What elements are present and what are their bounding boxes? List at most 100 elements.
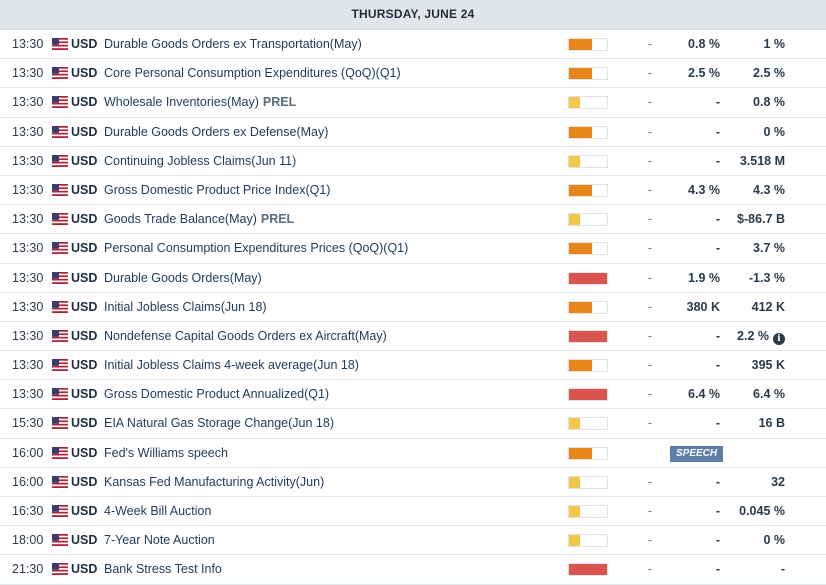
event-name: Durable Goods Orders ex Transportation(M… xyxy=(104,37,362,51)
us-flag-icon xyxy=(52,213,68,226)
event-time: 13:30 xyxy=(12,182,44,197)
event-previous: 3.7 % xyxy=(753,241,785,256)
event-consensus: 2.5 % xyxy=(688,66,720,81)
event-consensus: 0.8 % xyxy=(688,37,720,51)
prelim-tag: PREL xyxy=(260,212,295,227)
us-flag-icon xyxy=(52,534,68,547)
us-flag-icon xyxy=(52,388,68,401)
event-actual: - xyxy=(647,299,653,314)
event-row[interactable]: 13:30 USD Core Personal Consumption Expe… xyxy=(0,59,826,89)
event-actual: - xyxy=(647,533,653,548)
event-name: Initial Jobless Claims 4-week average(Ju… xyxy=(104,358,359,373)
event-row[interactable]: 13:30 USD Durable Goods Orders(May) - 1.… xyxy=(0,264,826,293)
event-time: 13:30 xyxy=(12,124,44,139)
event-previous: 412 K xyxy=(751,299,785,314)
event-row[interactable]: 16:00 USD Kansas Fed Manufacturing Activ… xyxy=(0,468,826,497)
event-name-link[interactable]: Bank Stress Test Info xyxy=(104,555,222,583)
info-icon[interactable]: i xyxy=(773,332,785,345)
event-previous: 395 K xyxy=(751,358,785,373)
event-consensus: - xyxy=(715,533,720,548)
event-row[interactable]: 13:30 USD Wholesale Inventories(May) PREL… xyxy=(0,88,826,118)
event-name-link[interactable]: Nondefense Capital Goods Orders ex Aircr… xyxy=(104,322,387,350)
event-previous: 0.8 % xyxy=(753,95,785,110)
event-name-link[interactable]: Initial Jobless Claims 4-week average(Ju… xyxy=(104,351,359,379)
event-name: Gross Domestic Product Annualized(Q1) xyxy=(104,387,330,402)
event-consensus: - xyxy=(715,241,720,256)
event-name-link[interactable]: Gross Domestic Product Price Index(Q1) xyxy=(104,176,330,204)
event-consensus: 6.4 % xyxy=(688,387,720,402)
event-actual: - xyxy=(647,37,653,51)
event-name-link[interactable]: 7-Year Note Auction xyxy=(104,526,215,554)
event-list: 13:30 USD Durable Goods Orders ex Transp… xyxy=(0,30,826,585)
event-consensus: - xyxy=(715,124,720,139)
event-row[interactable]: 13:30 USD Initial Jobless Claims(Jun 18)… xyxy=(0,293,826,322)
event-row[interactable]: 16:00 USD Fed's Williams speech SPEECH xyxy=(0,439,826,468)
us-flag-icon xyxy=(52,125,68,138)
event-name-link[interactable]: Goods Trade Balance(May) PREL xyxy=(104,205,294,233)
event-name-link[interactable]: Personal Consumption Expenditures Prices… xyxy=(104,234,408,262)
event-row[interactable]: 13:30 USD Gross Domestic Product Annuali… xyxy=(0,380,826,410)
impact-indicator xyxy=(568,534,608,548)
impact-fill xyxy=(569,155,581,167)
event-time: 16:00 xyxy=(12,474,44,489)
event-currency: USD xyxy=(71,212,98,227)
event-currency: USD xyxy=(71,474,98,489)
event-name-link[interactable]: 4-Week Bill Auction xyxy=(104,497,211,525)
us-flag-icon xyxy=(52,38,68,50)
event-row[interactable]: 15:30 USD EIA Natural Gas Storage Change… xyxy=(0,409,826,439)
event-actual: - xyxy=(647,124,653,139)
event-row[interactable]: 18:00 USD 7-Year Note Auction - - 0 % xyxy=(0,526,826,556)
event-name: Initial Jobless Claims(Jun 18) xyxy=(104,299,267,314)
event-consensus: - xyxy=(715,504,720,518)
event-row[interactable]: 13:30 USD Initial Jobless Claims 4-week … xyxy=(0,351,826,381)
event-name-link[interactable]: Continuing Jobless Claims(Jun 11) xyxy=(104,147,296,175)
event-name-link[interactable]: Durable Goods Orders(May) xyxy=(104,264,262,292)
event-row[interactable]: 16:30 USD 4-Week Bill Auction - - 0.045 … xyxy=(0,497,826,527)
event-name: Fed's Williams speech xyxy=(104,445,228,460)
event-name: Durable Goods Orders(May) xyxy=(104,270,262,285)
event-name-link[interactable]: Kansas Fed Manufacturing Activity(Jun) xyxy=(104,468,324,496)
event-name-link[interactable]: Core Personal Consumption Expenditures (… xyxy=(104,59,401,87)
event-currency: USD xyxy=(71,416,98,431)
event-time: 13:30 xyxy=(12,212,44,227)
event-row[interactable]: 13:30 USD Gross Domestic Product Price I… xyxy=(0,176,826,206)
us-flag-icon xyxy=(52,96,68,109)
us-flag-icon xyxy=(52,183,68,196)
event-row[interactable]: 13:30 USD Goods Trade Balance(May) PREL -… xyxy=(0,205,826,235)
event-row[interactable]: 13:30 USD Personal Consumption Expenditu… xyxy=(0,234,826,264)
event-name-link[interactable]: Fed's Williams speech xyxy=(104,439,228,467)
event-previous: 0 % xyxy=(763,533,785,548)
impact-fill xyxy=(569,418,581,430)
event-actual: - xyxy=(647,504,653,518)
event-row[interactable]: 13:30 USD Durable Goods Orders ex Defens… xyxy=(0,118,826,147)
impact-fill xyxy=(569,506,581,517)
event-name-link[interactable]: Durable Goods Orders ex Transportation(M… xyxy=(104,30,362,58)
us-flag-icon xyxy=(52,329,68,342)
event-row[interactable]: 13:30 USD Durable Goods Orders ex Transp… xyxy=(0,30,826,60)
event-currency: USD xyxy=(71,328,98,343)
event-currency: USD xyxy=(71,358,98,373)
event-consensus: 4.3 % xyxy=(688,182,720,197)
us-flag-icon xyxy=(52,67,68,80)
impact-indicator xyxy=(568,38,608,51)
impact-indicator xyxy=(568,183,608,197)
event-time: 15:30 xyxy=(12,416,44,431)
event-consensus: - xyxy=(715,358,720,373)
event-row[interactable]: 21:30 USD Bank Stress Test Info - - - xyxy=(0,555,826,585)
impact-fill xyxy=(569,360,592,372)
event-row[interactable]: 13:30 USD Continuing Jobless Claims(Jun … xyxy=(0,147,826,176)
event-name-link[interactable]: Initial Jobless Claims(Jun 18) xyxy=(104,293,267,321)
event-name-link[interactable]: EIA Natural Gas Storage Change(Jun 18) xyxy=(104,409,334,437)
event-actual: - xyxy=(647,562,653,577)
event-row[interactable]: 13:30 USD Nondefense Capital Goods Order… xyxy=(0,322,826,352)
event-name-link[interactable]: Gross Domestic Product Annualized(Q1) xyxy=(104,380,329,408)
event-time: 13:30 xyxy=(12,95,44,110)
impact-fill xyxy=(569,68,592,80)
impact-indicator xyxy=(568,505,608,518)
event-name-link[interactable]: Wholesale Inventories(May) PREL xyxy=(104,88,296,116)
event-time: 13:30 xyxy=(12,153,44,168)
event-name-link[interactable]: Durable Goods Orders ex Defense(May) xyxy=(104,118,328,146)
event-name: Wholesale Inventories(May) xyxy=(104,95,259,110)
event-consensus: - xyxy=(715,416,720,431)
